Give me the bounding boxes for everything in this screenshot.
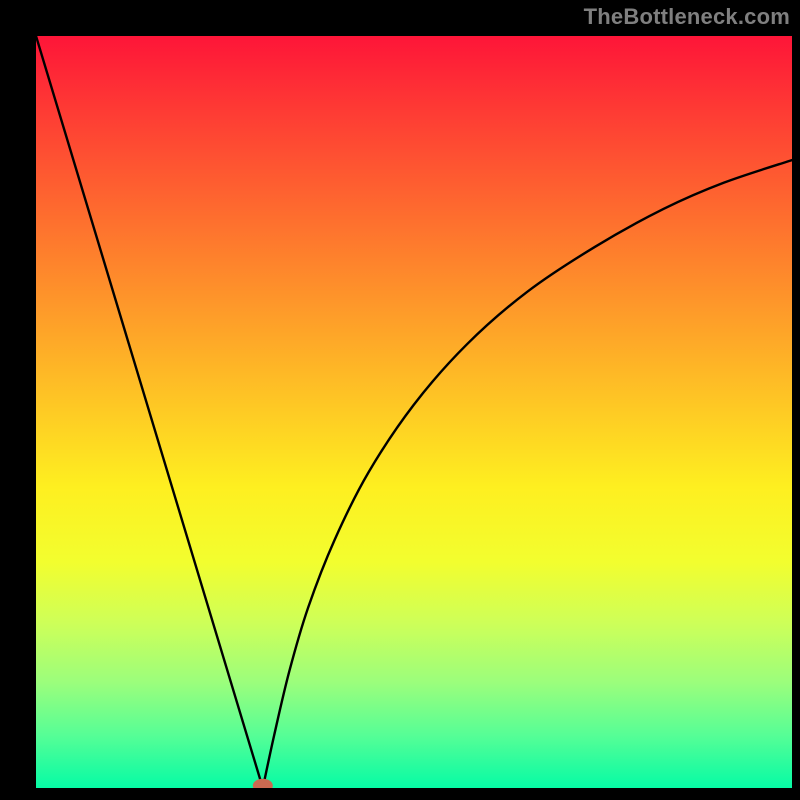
plot-area bbox=[36, 36, 792, 788]
stage: TheBottleneck.com bbox=[0, 0, 800, 800]
watermark-text: TheBottleneck.com bbox=[584, 4, 790, 30]
bottleneck-chart bbox=[36, 36, 792, 788]
